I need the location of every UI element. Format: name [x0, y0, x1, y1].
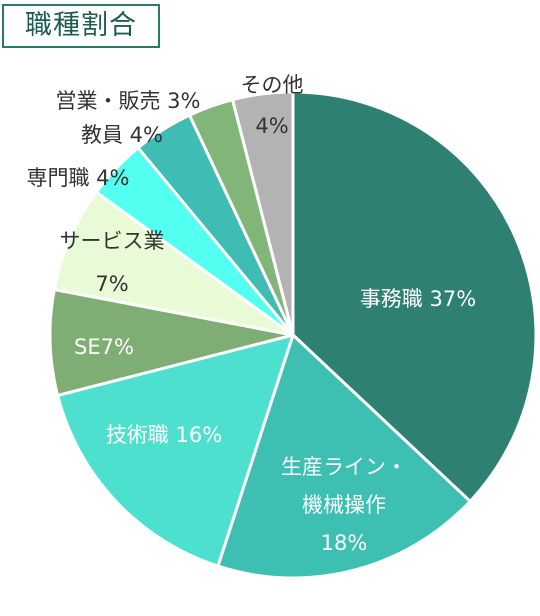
slice-label-2: 生産ライン・機械操作 18%	[281, 455, 407, 555]
slice-label-5-line-1: サービス業	[60, 229, 165, 253]
slice-label-6-line-1: 専門職 4%	[27, 166, 130, 190]
slice-label-7-line-1: 教員 4%	[81, 123, 163, 147]
slice-label-4-line-1: SE7%	[74, 335, 134, 359]
pie-slice-1	[291, 90, 538, 503]
slice-label-7: 教員 4%	[81, 123, 163, 147]
pie-slice-3	[56, 333, 295, 568]
pie-slice-2	[216, 333, 472, 580]
slice-label-2-line-2: 機械操作	[302, 493, 386, 517]
slice-label-8-line-1: 営業・販売 3%	[56, 89, 201, 113]
pie-slice-4	[48, 287, 295, 397]
slice-label-2-line-1: 生産ライン・	[281, 455, 407, 479]
chart-title: 職種割合	[2, 4, 160, 48]
slice-label-2-line-3: 18%	[321, 531, 368, 555]
slice-label-1: 事務職 37%	[360, 287, 476, 311]
slice-label-8: 営業・販売 3%	[56, 89, 201, 113]
slice-label-6: 専門職 4%	[27, 166, 130, 190]
slice-label-9-line-2: 4%	[255, 114, 288, 138]
slice-label-5: サービス業 7%	[60, 229, 165, 296]
slice-label-9: その他 4%	[241, 73, 304, 138]
slice-label-3-line-1: 技術職 16%	[106, 423, 222, 447]
slice-label-3: 技術職 16%	[106, 423, 222, 447]
pie-slices	[48, 90, 538, 580]
slice-label-5-line-2: 7%	[95, 272, 128, 296]
slice-label-9-line-1: その他	[241, 73, 304, 97]
slice-label-4: SE7%	[74, 335, 134, 359]
pie-slice-9	[231, 90, 295, 337]
pie-labels: 事務職 37% 生産ライン・機械操作 18% 技術職 16% SE7% サービス業 7% 専門…	[27, 73, 477, 555]
slice-label-1-line-1: 事務職 37%	[360, 287, 476, 311]
pie-slice-5	[52, 190, 295, 337]
